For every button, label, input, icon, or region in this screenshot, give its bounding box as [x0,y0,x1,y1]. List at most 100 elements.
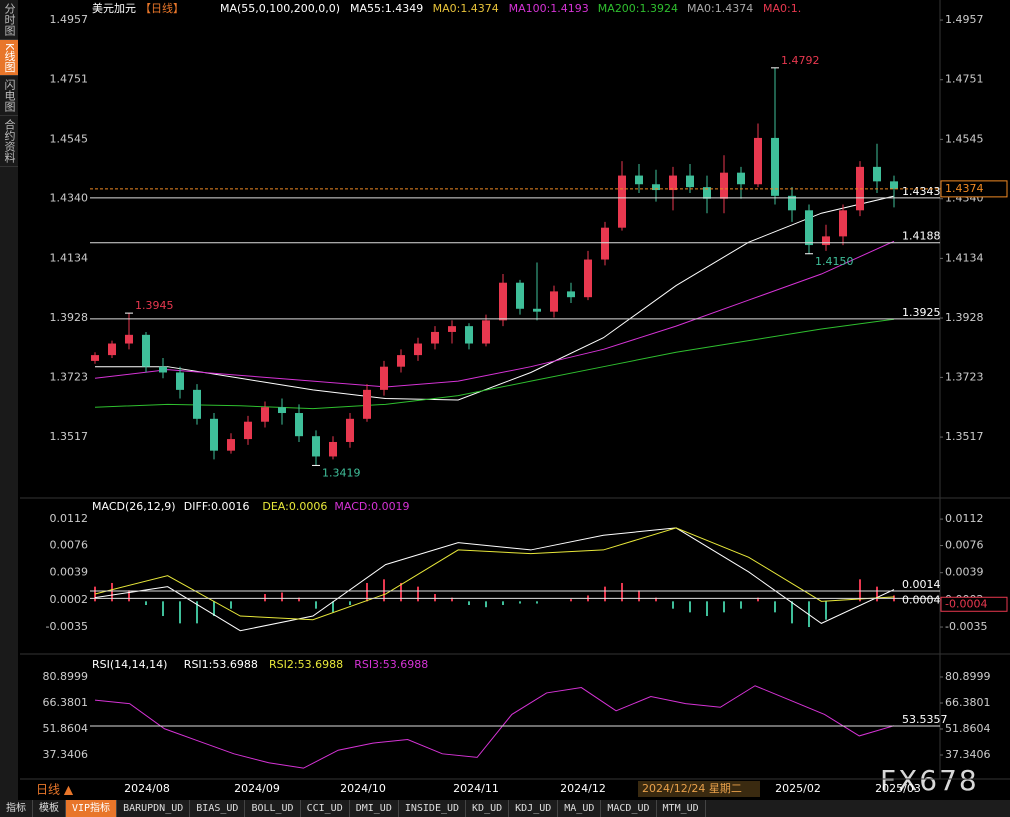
indicator-tab[interactable]: MTM_UD [657,800,706,817]
candle-body [686,175,694,188]
y-tick-label: 51.8604 [945,722,991,735]
candle-body [244,421,252,440]
ma-value: MA200:1.3924 [598,2,678,15]
ma-value: MA0:1.4374 [433,2,499,15]
indicator-tab[interactable]: BIAS_UD [190,800,246,817]
extreme-label: 1.4150 [815,255,854,268]
chart-area: 美元加元 【日线】 MA(55,0,100,200,0,0) 日线 ▲ 2024… [20,0,1010,797]
y-tick-label: 1.3928 [945,311,984,324]
candle-body [176,372,184,390]
candle-body [601,227,609,260]
indicator-tab[interactable]: KD_UD [466,800,510,817]
candle-body [295,413,303,437]
period-toggle[interactable]: 日线 ▲ [36,783,74,797]
indicator-tab[interactable]: CCI_UD [301,800,350,817]
candle-body [312,436,320,457]
ma-params: MA(55,0,100,200,0,0) [220,2,340,15]
y-tick-label: 1.3517 [945,430,984,443]
indicator-tab[interactable]: BOLL_UD [245,800,301,817]
indicator-tab[interactable]: MA_UD [558,800,602,817]
candle-body [635,175,643,185]
indicator-tab[interactable]: DMI_UD [350,800,399,817]
candle-body [839,210,847,237]
indicator-line [94,318,895,410]
indicator-tab[interactable]: INSIDE_UD [399,800,467,817]
x-tick-label: 2025/03 [875,782,921,795]
candle-body [261,407,269,422]
sidebar-tab[interactable]: K线图 [0,40,18,77]
candle-body [227,439,235,451]
indicator-tab[interactable]: BARUPDN_UD [117,800,191,817]
candle-body [142,334,150,367]
period: 【日线】 [140,1,184,15]
y-tick-label: 1.3723 [50,370,89,383]
candle-body [703,187,711,199]
indicator-tab[interactable]: 模板 [33,800,66,817]
panel-legend: RSI1:53.6988 [184,658,258,671]
indicator-tab[interactable]: KDJ_UD [509,800,559,817]
x-tick-label: 2024/10 [340,782,386,795]
candle-body [550,291,558,312]
candle-body [346,418,354,442]
y-tick-label: 37.3406 [945,748,991,761]
x-tick-label: 2024/12 [560,782,606,795]
candle-body [822,236,830,246]
y-tick-label: 1.3723 [945,370,984,383]
indicator-line [94,685,895,769]
last-price-box [940,180,1008,198]
candle-body [363,389,371,419]
level-label: 1.4343 [902,185,941,198]
ma-value: MA100:1.4193 [509,2,589,15]
candle-body [465,326,473,344]
candle-body [91,355,99,361]
y-tick-label: 51.8604 [43,722,89,735]
panel-legend: DIFF:0.0016 [184,500,250,513]
ma-value: MA55:1.4349 [350,2,423,15]
candle-body [788,195,796,211]
y-tick-label: 66.3801 [945,696,991,709]
cursor-box [638,781,760,797]
y-tick-label: 0.0002 [50,593,89,606]
y-tick-label: 0.0039 [945,566,984,579]
candle-body [516,282,524,309]
indicator-line [94,527,895,632]
last-value-box [940,596,1008,612]
candle-body [567,291,575,298]
candle-body [890,181,898,189]
sidebar-tab[interactable]: 分时图 [0,0,18,40]
cursor-date: 2024/12/24 星期二 [642,782,742,795]
x-tick-label: 2024/09 [234,782,280,795]
sidebar-tab[interactable]: 合约资料 [0,116,18,168]
candle-body [771,137,779,196]
y-tick-label: 37.3406 [43,748,89,761]
candle-body [533,308,541,312]
candle-body [720,172,728,199]
sidebar: 分时图 K线图 闪电图 合约资料 [0,0,18,800]
y-tick-label: 0.0112 [50,512,89,525]
panel-legend: RSI3:53.6988 [354,658,428,671]
y-tick-label: 80.8999 [43,670,89,683]
panel-title: MACD(26,12,9) [92,500,176,513]
candle-body [380,366,388,390]
y-tick-label: 1.4340 [50,192,89,205]
candle-body [278,407,286,414]
panel-legend: RSI2:53.6988 [269,658,343,671]
sidebar-tab[interactable]: 闪电图 [0,76,18,117]
ma-value: MA0:1.4374 [687,2,753,15]
y-tick-label: 1.4545 [945,132,984,145]
y-tick-label: 0.0076 [50,539,89,552]
candle-body [108,343,116,356]
indicator-tab[interactable]: MACD_UD [601,800,657,817]
last-price-label: 1.4374 [945,182,984,195]
candle-body [329,441,337,457]
panel-title: RSI(14,14,14) [92,658,167,671]
indicator-tab[interactable]: VIP指标 [66,800,118,817]
y-tick-label: 80.8999 [945,670,991,683]
y-tick-label: 1.4134 [945,251,984,264]
candle-body [159,366,167,373]
y-tick-label: 0.0076 [945,539,984,552]
y-tick-label: 1.3928 [50,311,89,324]
candle-body [737,172,745,185]
indicator-tab[interactable]: 指标 [0,800,33,817]
